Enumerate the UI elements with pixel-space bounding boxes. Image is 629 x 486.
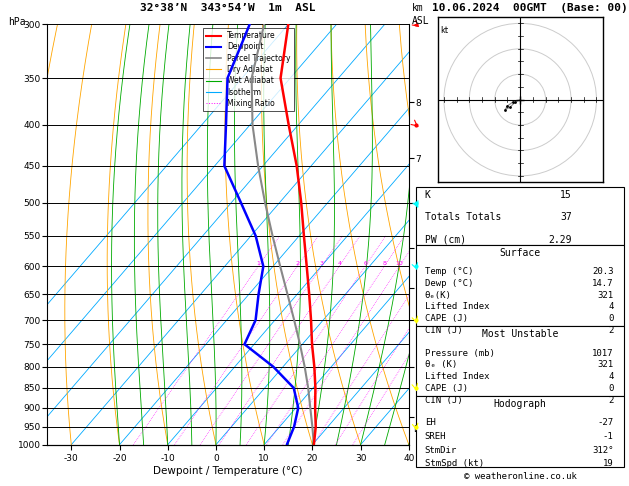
Text: hPa: hPa	[8, 17, 26, 27]
Text: 0: 0	[608, 314, 613, 323]
Text: 32°38’N  343°54’W  1m  ASL: 32°38’N 343°54’W 1m ASL	[140, 3, 316, 14]
Text: 4: 4	[337, 261, 341, 266]
Text: K: K	[425, 190, 431, 200]
Text: Surface: Surface	[499, 248, 541, 258]
Text: 2: 2	[608, 396, 613, 404]
Text: 3: 3	[320, 261, 323, 266]
Text: 2: 2	[295, 261, 299, 266]
Text: -1: -1	[603, 432, 613, 441]
Text: LCL: LCL	[413, 425, 429, 434]
Text: Lifted Index: Lifted Index	[425, 372, 489, 381]
Text: Temp (°C): Temp (°C)	[425, 267, 473, 276]
Text: 0: 0	[608, 384, 613, 393]
Text: Hodograph: Hodograph	[494, 399, 547, 409]
Text: EH: EH	[425, 418, 435, 427]
Text: 10.06.2024  00GMT  (Base: 00): 10.06.2024 00GMT (Base: 00)	[432, 3, 628, 14]
Text: 37: 37	[560, 212, 572, 222]
Text: SREH: SREH	[425, 432, 446, 441]
Text: 6: 6	[363, 261, 367, 266]
Text: 20.3: 20.3	[592, 267, 613, 276]
Text: CAPE (J): CAPE (J)	[425, 314, 468, 323]
Text: CIN (J): CIN (J)	[425, 396, 462, 404]
X-axis label: Dewpoint / Temperature (°C): Dewpoint / Temperature (°C)	[153, 466, 303, 476]
Text: 8: 8	[382, 261, 386, 266]
Text: 14.7: 14.7	[592, 279, 613, 288]
Bar	[416, 396, 624, 467]
Text: 4: 4	[608, 372, 613, 381]
Text: 312°: 312°	[592, 446, 613, 454]
Text: CIN (J): CIN (J)	[425, 326, 462, 335]
Text: 2.29: 2.29	[548, 235, 572, 244]
Text: Totals Totals: Totals Totals	[425, 212, 501, 222]
Text: 321: 321	[598, 291, 613, 299]
Text: ASL: ASL	[412, 16, 430, 26]
Text: 15: 15	[560, 190, 572, 200]
Text: 1017: 1017	[592, 348, 613, 358]
Text: StmSpd (kt): StmSpd (kt)	[425, 459, 484, 468]
Bar	[416, 245, 624, 327]
Text: θₑ (K): θₑ (K)	[425, 361, 457, 369]
Text: 19: 19	[603, 459, 613, 468]
Text: 321: 321	[598, 361, 613, 369]
Text: km: km	[412, 3, 424, 14]
Text: Most Unstable: Most Unstable	[482, 330, 559, 339]
Bar	[416, 187, 624, 245]
Text: 1: 1	[256, 261, 260, 266]
Text: 10: 10	[396, 261, 403, 266]
Text: θₑ(K): θₑ(K)	[425, 291, 452, 299]
Text: kt: kt	[440, 26, 448, 35]
Text: CAPE (J): CAPE (J)	[425, 384, 468, 393]
Bar	[416, 327, 624, 396]
Y-axis label: Mixing Ratio (g/kg): Mixing Ratio (g/kg)	[426, 191, 435, 278]
Text: © weatheronline.co.uk: © weatheronline.co.uk	[464, 472, 577, 481]
Text: StmDir: StmDir	[425, 446, 457, 454]
Text: 2: 2	[608, 326, 613, 335]
Text: PW (cm): PW (cm)	[425, 235, 466, 244]
Text: Dewp (°C): Dewp (°C)	[425, 279, 473, 288]
Text: 4: 4	[608, 302, 613, 312]
Text: -27: -27	[598, 418, 613, 427]
Text: Pressure (mb): Pressure (mb)	[425, 348, 494, 358]
Text: Lifted Index: Lifted Index	[425, 302, 489, 312]
Legend: Temperature, Dewpoint, Parcel Trajectory, Dry Adiabat, Wet Adiabat, Isotherm, Mi: Temperature, Dewpoint, Parcel Trajectory…	[203, 28, 294, 111]
